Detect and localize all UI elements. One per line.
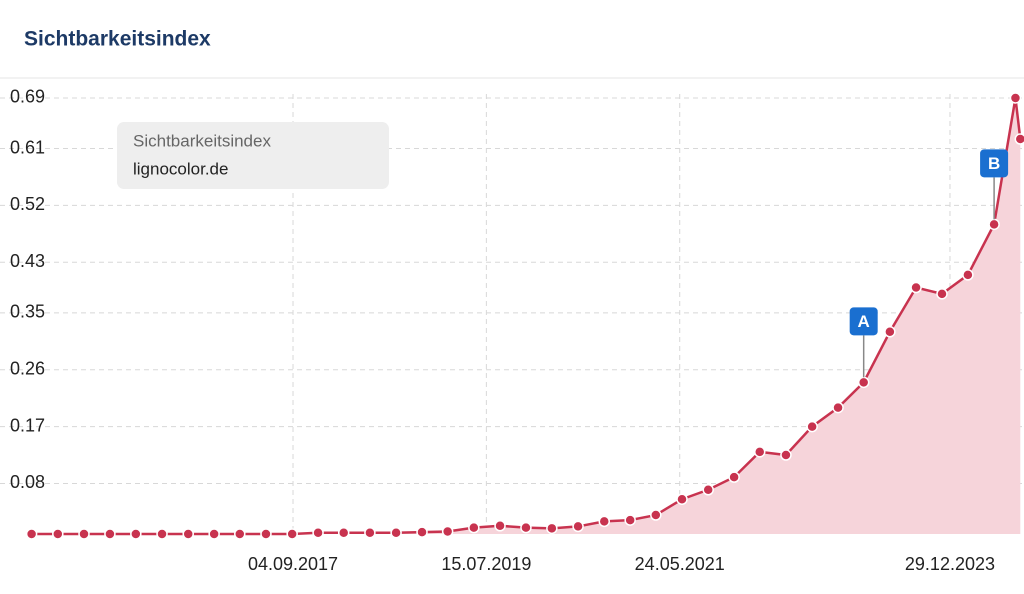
x-tick-label: 29.12.2023 [905, 554, 995, 574]
y-tick-label: 0.61 [10, 137, 45, 157]
data-point [337, 526, 350, 539]
legend-box [117, 122, 389, 189]
data-point [78, 528, 90, 540]
data-point [832, 401, 844, 414]
data-point [598, 515, 611, 528]
y-tick-label: 0.35 [10, 302, 45, 322]
data-point [25, 528, 38, 540]
data-point [364, 526, 376, 539]
y-tick-label: 0.08 [10, 472, 45, 492]
plot: AB [25, 92, 1024, 540]
data-point [546, 522, 558, 535]
x-tick-label: 04.09.2017 [248, 554, 338, 574]
data-point [624, 514, 636, 526]
data-point [676, 493, 688, 505]
data-point [728, 471, 740, 483]
y-tick-label: 0.69 [10, 87, 45, 107]
y-tick-label: 0.26 [10, 358, 45, 378]
data-point [156, 528, 168, 540]
data-point [884, 326, 896, 338]
annotation-label: A [858, 312, 870, 331]
data-point [130, 528, 142, 540]
legend-title: Sichtbarkeitsindex [133, 131, 271, 150]
annotation-flag [980, 149, 1009, 178]
data-point [520, 521, 532, 534]
x-tick-label: 15.07.2019 [441, 554, 531, 574]
data-point [1009, 92, 1022, 104]
data-point [650, 509, 662, 521]
data-point [468, 521, 480, 534]
y-tick-label: 0.52 [10, 194, 45, 214]
data-point [52, 528, 64, 540]
data-point [390, 526, 402, 539]
data-point [104, 528, 116, 540]
data-point [416, 526, 428, 538]
annotation-label: B [988, 154, 1000, 173]
y-tick-label: 0.17 [10, 415, 45, 435]
data-point [312, 526, 324, 539]
data-point [441, 525, 454, 538]
chart-title: Sichtbarkeitsindex [24, 28, 211, 51]
data-point [234, 528, 246, 540]
annotation-flag [849, 307, 878, 336]
data-point [780, 449, 792, 461]
area [31, 97, 1021, 534]
x-tick-label: 24.05.2021 [635, 554, 725, 574]
data-point [1014, 133, 1024, 145]
y-tick-label: 0.43 [10, 251, 45, 271]
line [31, 97, 1022, 536]
data-point [988, 218, 1000, 231]
data-point [936, 288, 948, 300]
data-point [494, 520, 506, 532]
data-point [260, 528, 272, 540]
data-point [910, 281, 922, 294]
data-point [208, 528, 220, 540]
data-point [962, 269, 974, 281]
data-point [286, 528, 298, 540]
data-point [702, 484, 714, 496]
data-point [753, 446, 766, 458]
legend-entry: lignocolor.de [133, 159, 228, 178]
data-point [572, 520, 584, 533]
data-point [182, 528, 194, 540]
data-point [806, 420, 818, 433]
data-point [857, 376, 870, 389]
